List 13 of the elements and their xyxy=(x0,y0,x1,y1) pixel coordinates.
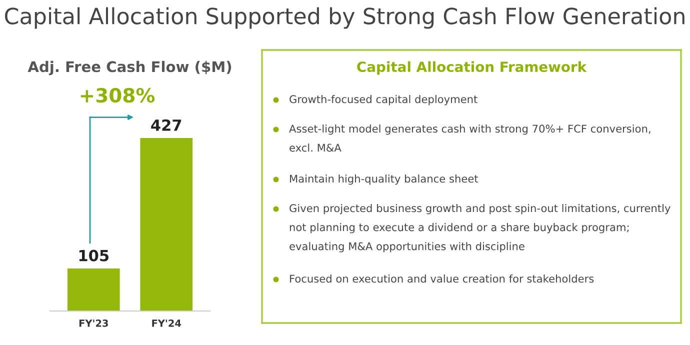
text: Maintain high-quality balance sheet xyxy=(290,174,478,185)
x-tick-label: FY'24 xyxy=(152,320,182,327)
text: Growth-focused capital deployment xyxy=(290,95,478,106)
text: Asset-light model generates cash with strong 70%+ FCF conversion, excl. M&A xyxy=(289,124,650,152)
text: Focused on execution and value creation for stakeholders xyxy=(290,274,594,283)
text: Capital Allocation Supported by Strong Cash Flow Generation xyxy=(4,7,684,29)
chart-title: Adj. Free Cash Flow ($M) xyxy=(28,60,232,76)
text: +308% xyxy=(80,88,155,103)
data-label: 105 xyxy=(79,250,109,262)
data-label: 427 xyxy=(151,119,182,131)
x-tick-label: FY'23 xyxy=(79,320,108,327)
text: Given projected business growth and post spin-out limitations, currently not planning to execute a dividend or a share buyback program; evaluating M&A opportunities with discipline xyxy=(290,204,670,252)
text: Capital Allocation Framework xyxy=(357,61,587,75)
